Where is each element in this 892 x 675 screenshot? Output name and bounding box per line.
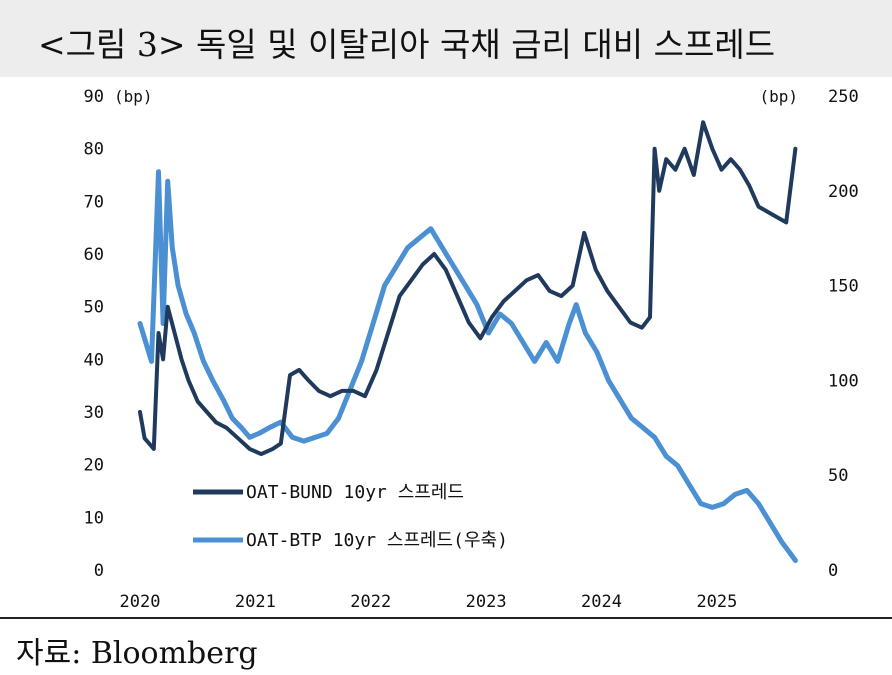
divider — [0, 617, 892, 619]
title-bar: <그림 3> 독일 및 이탈리아 국채 금리 대비 스프레드 — [0, 0, 892, 77]
y-left-tick-label: 0 — [94, 561, 104, 581]
series-line-oat-btp — [137, 169, 798, 563]
y-left-tick-label: 90 — [84, 87, 104, 107]
y-right-tick-label: 50 — [828, 466, 848, 486]
x-tick-label: 2022 — [350, 592, 391, 612]
y-right-unit-label: (bp) — [759, 87, 798, 106]
x-tick-label: 2020 — [120, 592, 161, 612]
page-title: <그림 3> 독일 및 이탈리아 국채 금리 대비 스프레드 — [38, 25, 776, 64]
y-right-tick-label: 200 — [828, 182, 859, 202]
x-tick-label: 2025 — [696, 592, 737, 612]
x-tick-label: 2024 — [581, 592, 622, 612]
y-left-tick-label: 30 — [84, 403, 104, 423]
y-left-tick-label: 20 — [84, 456, 104, 476]
x-tick-label: 2023 — [466, 592, 507, 612]
series-line-oat-bund — [138, 120, 798, 457]
y-left-tick-label: 50 — [84, 298, 104, 318]
y-right-tick-label: 250 — [828, 87, 859, 107]
y-right-tick-label: 0 — [828, 561, 838, 581]
legend-label: OAT-BTP 10yr 스프레드(우축) — [246, 530, 508, 551]
y-left-tick-label: 60 — [84, 245, 104, 265]
x-tick-label: 2021 — [235, 592, 276, 612]
y-left-tick-label: 80 — [84, 140, 104, 160]
chart: 0 10 20 30 40 50 60 70 80 90 (bp) 0 50 100 150 200 250 (b… — [84, 87, 859, 612]
y-left-tick-label: 40 — [84, 350, 104, 370]
y-right-tick-label: 100 — [828, 371, 859, 391]
y-left-tick-label: 70 — [84, 192, 104, 212]
y-left-tick-label: 10 — [84, 508, 104, 528]
y-left-unit-label: (bp) — [114, 87, 153, 106]
y-right-tick-label: 150 — [828, 277, 859, 297]
legend-label: OAT-BUND 10yr 스프레드 — [246, 482, 464, 503]
source-note: 자료: Bloomberg — [16, 636, 258, 671]
